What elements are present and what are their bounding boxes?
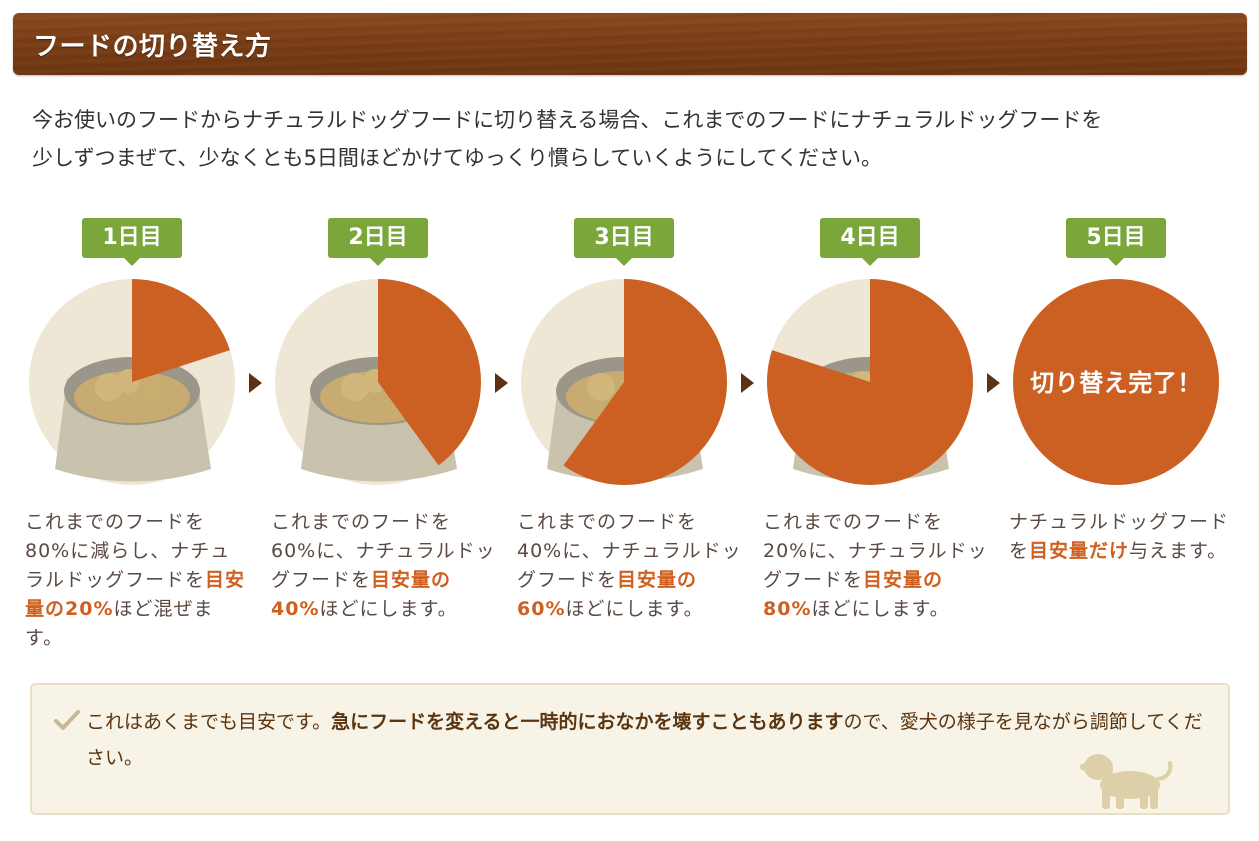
note-box: これはあくまでも目安です。急にフードを変えると一時的におなかを壊すこともあります… <box>30 683 1230 815</box>
highlight-amount: 目安量だけ <box>1029 540 1130 562</box>
highlight-amount: 目安量の80% <box>763 569 944 620</box>
pie-chart-day-3 <box>521 279 727 485</box>
day-badge: 3日目 <box>574 218 674 266</box>
day-badge: 5日目 <box>1066 218 1166 266</box>
pie-chart-day-5: 切り替え完了！ <box>1013 279 1219 485</box>
step-description: これまでのフードを20%に、ナチュラルドッグフードを目安量の80%ほどにします。 <box>763 511 988 620</box>
next-arrow-icon <box>495 373 508 393</box>
intro-paragraph: 今お使いのフードからナチュラルドッグフードに切り替える場合、これまでのフードにナ… <box>32 101 1242 177</box>
highlight-amount: 目安量の40% <box>271 569 452 620</box>
note-text: これはあくまでも目安です。急にフードを変えると一時的におなかを壊すこともあります… <box>86 711 1203 769</box>
step-description: これまでのフードを60%に、ナチュラルドッグフードを目安量の40%ほどにします。 <box>271 511 496 620</box>
new-food-slice <box>132 279 230 382</box>
step-description: これまでのフードを40%に、ナチュラルドッグフードを目安量の60%ほどにします。 <box>517 511 742 620</box>
day-badge: 4日目 <box>820 218 920 266</box>
new-food-slice <box>378 279 481 466</box>
day-badge: 1日目 <box>82 218 182 266</box>
note-emphasis: 急にフードを変えると一時的におなかを壊すこともあります <box>331 711 844 733</box>
new-food-slice <box>767 279 973 485</box>
intro-line-1: 今お使いのフードからナチュラルドッグフードに切り替える場合、これまでのフードにナ… <box>32 108 1103 132</box>
section-header: フードの切り替え方 <box>13 13 1247 75</box>
next-arrow-icon <box>249 373 262 393</box>
highlight-amount: 目安量の20% <box>25 569 246 620</box>
switch-complete-label: 切り替え完了！ <box>1030 369 1202 397</box>
highlight-amount: 目安量の60% <box>517 569 698 620</box>
check-icon <box>54 710 80 730</box>
pie-chart-day-4 <box>767 279 973 485</box>
next-arrow-icon <box>987 373 1000 393</box>
intro-line-2: 少しずつまぜて、少なくとも5日間ほどかけてゆっくり慣らしていくようにしてください… <box>32 146 882 170</box>
dog-silhouette-icon <box>1080 754 1173 809</box>
new-food-slice <box>1013 279 1219 485</box>
pie-chart-day-2 <box>275 279 481 485</box>
next-arrow-icon <box>741 373 754 393</box>
new-food-slice <box>563 279 727 485</box>
day-badge: 2日目 <box>328 218 428 266</box>
step-description: これまでのフードを80%に減らし、ナチュラルドッグフードを目安量の20%ほど混ぜ… <box>25 511 246 649</box>
pie-chart-day-1 <box>29 279 235 485</box>
section-title: フードの切り替え方 <box>33 32 272 62</box>
step-description: ナチュラルドッグフードを目安量だけ与えます。 <box>1009 511 1230 562</box>
